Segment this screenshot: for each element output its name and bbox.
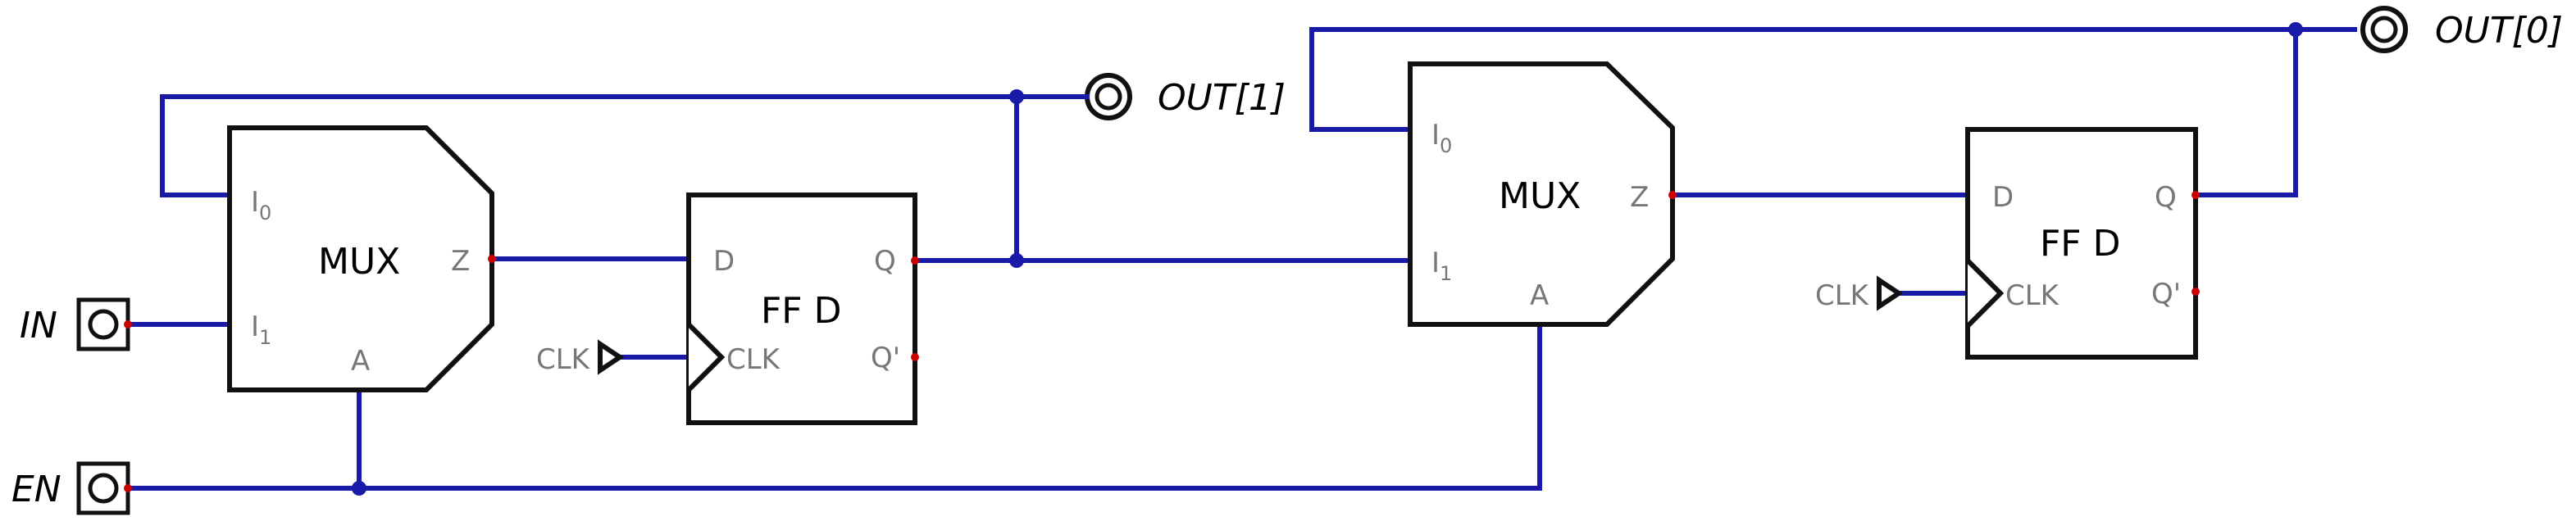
input-en-pin	[124, 484, 132, 492]
flipflop-1-q-label: Q	[874, 245, 896, 278]
flipflop-2-d-label: D	[1992, 181, 2014, 214]
flipflop-1-qn-label: Q'	[871, 342, 900, 374]
flipflop-1-clock-notch	[686, 322, 726, 392]
output-out0-label: OUT[0]	[2435, 10, 2563, 52]
output-out1-inner-icon	[1095, 83, 1122, 111]
input-in-box	[76, 297, 130, 351]
flipflop-2-qn-pin	[2191, 288, 2200, 296]
flipflop-2-body	[1965, 127, 2198, 360]
clock-source-2-label: CLK	[1815, 279, 1870, 312]
junction-out0	[2288, 22, 2303, 37]
junction-ff1-q	[1009, 253, 1024, 268]
clock-triangle-icon	[598, 339, 625, 375]
wire-ff2-q-to-out0	[2195, 27, 2357, 197]
input-en[interactable]: EN	[11, 461, 132, 515]
mux-1-z-pin	[488, 255, 496, 263]
mux-1[interactable]: MUX I0 I1 Z A	[227, 125, 496, 392]
input-in-label: IN	[20, 305, 57, 347]
flipflop-1-clk-label: CLK	[726, 343, 781, 376]
clock-source-1[interactable]: CLK	[536, 339, 625, 376]
flipflop-2-qn-label: Q'	[2151, 278, 2181, 310]
flipflop-1-body	[686, 193, 917, 425]
output-out0[interactable]: OUT[0]	[2360, 6, 2563, 53]
mux-1-i0-label: I0	[251, 186, 271, 224]
wire-mux2-i0-feedback	[1309, 27, 2298, 132]
flipflop-1-qn-pin	[911, 353, 919, 361]
input-in[interactable]: IN	[20, 297, 132, 351]
wire-mux1-i0-feedback	[160, 94, 1019, 197]
mux-2-z-pin	[1668, 191, 1677, 199]
input-en-pin-icon	[88, 473, 119, 504]
mux-1-body	[227, 125, 494, 392]
mux-1-title: MUX	[318, 241, 400, 283]
flipflop-1[interactable]: FF D D Q Q' CLK	[686, 193, 919, 425]
mux-1-i1-label: I1	[251, 310, 271, 349]
flipflop-2-title: FF D	[2040, 223, 2120, 265]
flipflop-2-clk-label: CLK	[2005, 279, 2060, 312]
mux-2-a-label: A	[1530, 279, 1549, 312]
wire-en-bus	[125, 322, 1542, 491]
flipflop-1-d-label: D	[713, 245, 735, 278]
junction-en	[352, 481, 366, 496]
output-out0-inner-icon	[2370, 16, 2398, 43]
output-out1-label: OUT[1]	[1158, 77, 1286, 119]
input-in-pin	[124, 320, 132, 328]
mux-1-z-label: Z	[451, 245, 470, 278]
wires	[125, 22, 2357, 496]
output-out1-ring-icon	[1085, 73, 1132, 120]
flipflop-2-q-label: Q	[2155, 181, 2177, 214]
output-out1[interactable]: OUT[1]	[1014, 73, 1286, 120]
flipflop-2-q-pin	[2191, 191, 2200, 199]
flipflop-1-title: FF D	[761, 290, 841, 332]
clock-source-1-label: CLK	[536, 343, 591, 376]
mux-2-z-label: Z	[1630, 181, 1649, 214]
input-en-box	[76, 461, 130, 515]
flipflop-1-q-pin	[911, 256, 919, 265]
mux-2-title: MUX	[1499, 175, 1581, 217]
mux-2-body	[1408, 61, 1675, 327]
input-en-label: EN	[11, 469, 61, 510]
clock-triangle-icon	[1877, 275, 1904, 311]
flipflop-2-clock-notch	[1965, 258, 2005, 328]
mux-1-a-label: A	[351, 345, 370, 378]
output-out0-ring-icon	[2360, 6, 2408, 53]
flipflop-2[interactable]: FF D D Q Q' CLK	[1965, 127, 2200, 360]
clock-source-2[interactable]: CLK	[1815, 275, 1904, 312]
mux-2[interactable]: MUX I0 I1 Z A	[1408, 61, 1677, 327]
input-in-pin-icon	[88, 309, 119, 340]
mux-2-i0-label: I0	[1431, 119, 1452, 157]
mux-2-i1-label: I1	[1431, 247, 1452, 285]
